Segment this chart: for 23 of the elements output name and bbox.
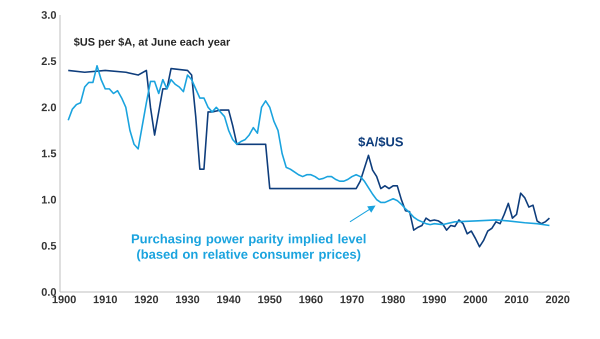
- x-tick-label: 1910: [94, 296, 117, 304]
- x-tick-label: 1990: [422, 296, 446, 304]
- x-tick-label: 1920: [134, 296, 158, 304]
- x-tick-label: 1960: [299, 296, 323, 304]
- x-tick-label: 1930: [176, 296, 200, 304]
- x-tick-label: 1940: [217, 296, 240, 304]
- x-tick-label: 1950: [258, 296, 282, 304]
- y-tick-label: 1.5: [42, 150, 56, 158]
- series-label: $A/$US: [358, 136, 403, 148]
- y-tick-label: 1.0: [42, 196, 56, 204]
- y-tick-label: 0.0: [42, 288, 56, 296]
- x-tick-label: 1980: [382, 296, 405, 304]
- x-tick-label: 2000: [464, 296, 488, 304]
- x-tick-label: 2020: [546, 296, 570, 304]
- y-tick-label: 2.5: [42, 57, 56, 66]
- x-tick-label: 2010: [504, 296, 528, 304]
- annotation: $US per $A, at June each year: [74, 38, 230, 48]
- y-tick-label: 2.0: [42, 103, 56, 112]
- y-tick-label: 3.0: [41, 11, 56, 19]
- y-tick-label: 0.5: [42, 242, 56, 250]
- x-tick-label: 1900: [52, 296, 76, 304]
- x-tick-label: 1970: [340, 296, 364, 304]
- legend-label: Purchasing power parity implied level (based on relative consumer prices): [132, 234, 366, 262]
